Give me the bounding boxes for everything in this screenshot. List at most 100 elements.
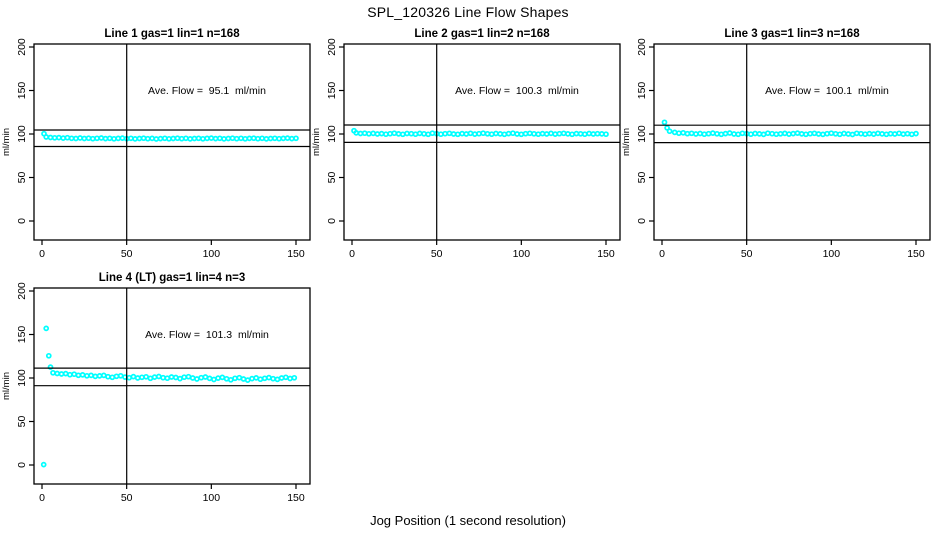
data-point — [794, 130, 801, 136]
ave-flow-annotation: Ave. Flow = 100.1 ml/min — [765, 85, 889, 97]
data-point — [718, 131, 725, 138]
data-point — [246, 135, 253, 142]
x-tick-label: 0 — [659, 248, 665, 260]
data-point — [811, 130, 818, 137]
data-point — [913, 130, 919, 137]
data-point — [168, 374, 175, 380]
data-point — [208, 135, 215, 141]
data-point — [244, 377, 251, 383]
data-point — [47, 364, 54, 370]
data-point — [216, 135, 223, 142]
data-point — [206, 375, 213, 382]
data-point — [54, 370, 61, 377]
data-point — [134, 375, 141, 381]
data-point — [144, 135, 151, 142]
data-point — [284, 135, 291, 141]
x-tick-label: 150 — [287, 248, 305, 260]
data-point — [271, 135, 278, 142]
data-point — [569, 131, 575, 138]
data-point — [128, 135, 134, 142]
data-point — [67, 371, 73, 378]
data-point — [908, 131, 915, 138]
data-point — [803, 131, 809, 138]
data-point — [454, 131, 461, 138]
data-point — [726, 130, 733, 136]
data-point — [671, 129, 678, 136]
y-tick-label: 0 — [326, 218, 338, 224]
data-point — [891, 131, 898, 137]
x-tick-label: 0 — [349, 248, 355, 260]
data-point — [463, 131, 470, 137]
data-point — [198, 374, 205, 381]
data-point — [501, 131, 508, 138]
data-point — [510, 130, 516, 137]
x-axis-label: Jog Position (1 second resolution) — [370, 513, 566, 528]
plot-frame — [343, 43, 621, 241]
data-point — [293, 135, 299, 142]
data-point — [366, 130, 372, 137]
data-point — [98, 135, 105, 141]
data-point — [132, 136, 138, 142]
data-point — [748, 131, 754, 138]
data-point — [714, 130, 720, 137]
x-tick-label: 150 — [597, 248, 615, 260]
data-point — [603, 131, 609, 138]
data-point — [518, 131, 525, 138]
data-point — [170, 135, 177, 142]
data-point — [781, 130, 788, 137]
data-point — [249, 375, 255, 382]
plot-frame — [33, 287, 311, 485]
y-axis-label: ml/min — [1, 128, 12, 156]
data-point — [661, 119, 668, 126]
y-tick-label: 50 — [16, 416, 28, 428]
data-point — [883, 131, 890, 138]
x-tick-label: 0 — [39, 248, 45, 260]
subplot-1: Line 1 gas=1 lin=1 n=168 0 50 100 150 0 50 100 1… — [1, 28, 311, 260]
data-point — [143, 373, 149, 380]
y-axis-label: ml/min — [621, 128, 632, 156]
data-point — [467, 130, 474, 137]
data-point — [232, 375, 238, 382]
data-point — [219, 374, 226, 381]
data-point — [399, 131, 406, 138]
data-point — [535, 131, 542, 138]
data-point — [548, 130, 554, 137]
data-point — [581, 131, 588, 138]
data-point — [777, 130, 784, 137]
subplot-2: Line 2 gas=1 lin=2 n=168 0 50 100 150 0 50 100 1… — [311, 28, 621, 260]
subplot-title: Line 3 gas=1 lin=3 n=168 — [724, 28, 860, 40]
y-axis-label: ml/min — [1, 372, 12, 400]
x-tick-label: 50 — [121, 248, 133, 260]
x-tick-label: 100 — [203, 492, 221, 504]
data-point — [79, 372, 86, 378]
data-point — [282, 374, 289, 381]
y-tick-label: 0 — [16, 462, 28, 468]
y-tick-label: 50 — [16, 172, 28, 184]
data-point — [278, 375, 285, 381]
data-point — [105, 373, 111, 380]
data-point — [287, 375, 293, 382]
data-points — [661, 119, 919, 138]
data-point — [862, 131, 869, 138]
data-point — [493, 130, 499, 137]
subplot-title: Line 4 (LT) gas=1 lin=4 n=3 — [99, 272, 245, 284]
data-point — [259, 135, 265, 142]
y-tick-label: 100 — [636, 125, 648, 143]
data-point — [752, 130, 758, 137]
data-point — [270, 375, 276, 382]
data-point — [705, 130, 712, 137]
ave-flow-annotation: Ave. Flow = 101.3 ml/min — [145, 329, 269, 341]
data-point — [531, 130, 537, 137]
data-point — [81, 135, 88, 142]
subplot-3: Line 3 gas=1 lin=3 n=168 0 50 100 150 0 50 100 1… — [621, 28, 931, 260]
x-tick-label: 100 — [823, 248, 841, 260]
data-point — [790, 130, 797, 137]
data-point — [701, 131, 708, 138]
ave-flow-annotation: Ave. Flow = 95.1 ml/min — [148, 85, 266, 97]
data-point — [446, 130, 453, 137]
data-point — [233, 135, 240, 142]
data-point — [353, 130, 360, 136]
data-point — [43, 134, 50, 140]
data-point — [815, 131, 822, 137]
